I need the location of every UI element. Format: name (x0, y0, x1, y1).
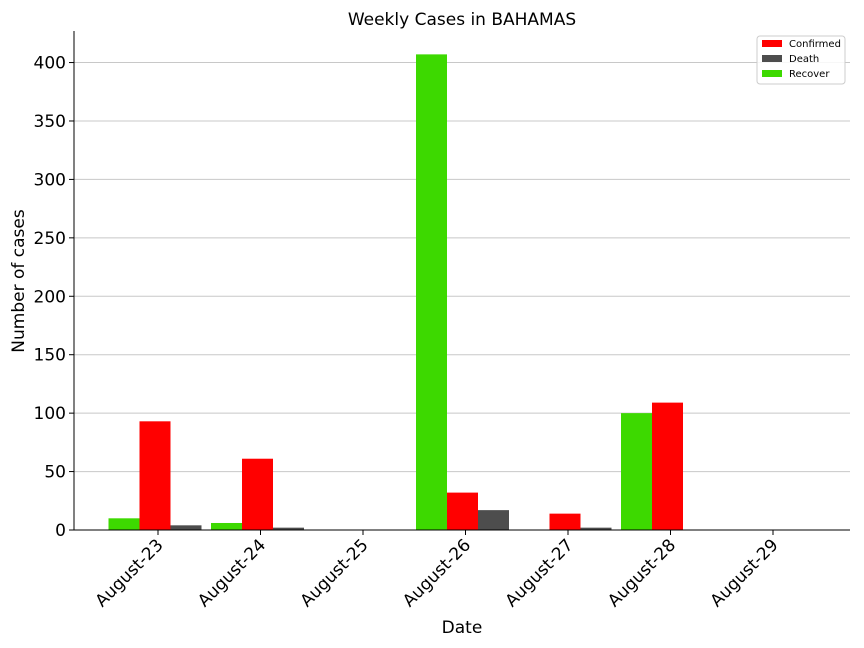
y-tick-label: 100 (34, 404, 66, 424)
x-tick-label: August-29 (707, 535, 783, 611)
y-tick-label: 50 (44, 463, 66, 483)
bar-confirmed (549, 513, 581, 530)
y-tick-label: 400 (34, 54, 66, 74)
chart-title: Weekly Cases in BAHAMAS (348, 10, 576, 30)
y-axis-ticks: 0 50 100 150 200 250 300 350 400 (34, 54, 74, 541)
x-axis-label: Date (442, 618, 483, 638)
legend-swatch-death (762, 55, 782, 62)
x-tick-label: August-28 (604, 535, 680, 611)
y-tick-label: 300 (34, 170, 66, 190)
bar-death (478, 510, 509, 530)
x-tick-label: August-25 (297, 535, 373, 611)
bar-confirmed (447, 492, 478, 530)
x-tick-label: August-23 (92, 535, 168, 611)
bar-confirmed (242, 458, 273, 530)
y-tick-label: 150 (34, 346, 66, 366)
x-tick-label: August-24 (194, 535, 270, 611)
x-axis-ticks: August-23 August-24 August-25 August-26 Augu… (92, 530, 783, 611)
x-tick-label: August-27 (502, 535, 578, 611)
bar-recover (416, 54, 447, 530)
legend-swatch-confirmed (762, 40, 782, 47)
legend-label-confirmed: Confirmed (789, 39, 841, 50)
legend: Confirmed Death Recover (756, 35, 846, 85)
y-tick-label: 0 (55, 521, 66, 541)
legend-label-recover: Recover (789, 69, 830, 80)
x-tick-label: August-26 (399, 535, 475, 611)
bar-recover (211, 522, 242, 530)
y-tick-label: 350 (34, 112, 66, 132)
bar-confirmed (652, 402, 683, 530)
bar-recover (108, 518, 140, 530)
y-tick-label: 250 (34, 229, 66, 249)
bar-death (580, 527, 612, 530)
grid-lines (74, 62, 850, 531)
y-tick-label: 200 (34, 287, 66, 307)
legend-label-death: Death (789, 54, 819, 65)
y-axis-label: Number of cases (9, 209, 29, 353)
bars (108, 54, 683, 530)
bar-recover (621, 413, 652, 530)
bar-death (170, 525, 202, 530)
bar-confirmed (139, 421, 171, 530)
bar-death (273, 527, 304, 530)
legend-swatch-recover (762, 70, 782, 77)
